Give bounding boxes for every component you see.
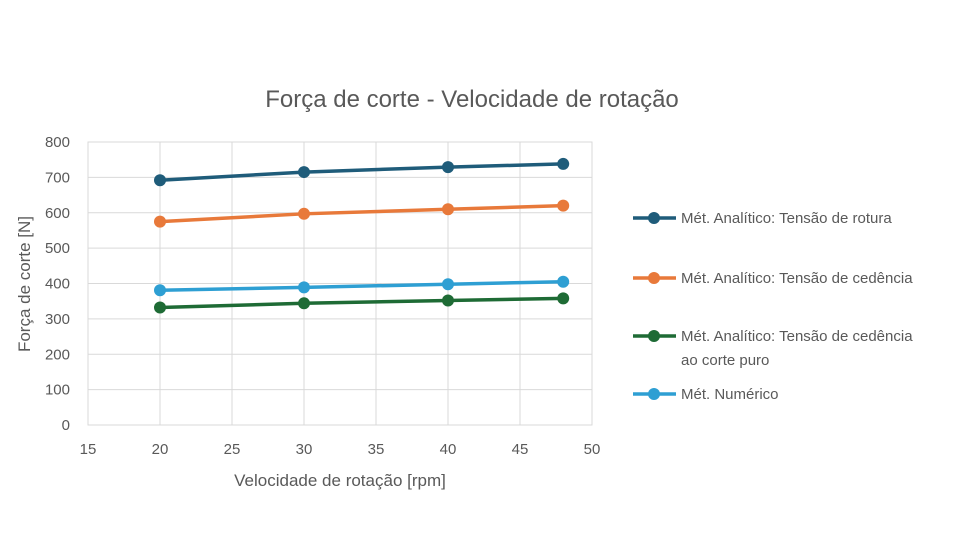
x-tick-label: 45 — [512, 441, 529, 458]
x-tick-label: 50 — [584, 441, 601, 458]
legend-label: Mét. Analítico: Tensão de cedência — [681, 270, 913, 287]
x-tick-label: 15 — [80, 441, 97, 458]
y-tick-label: 800 — [45, 134, 70, 151]
legend-label: Mét. Numérico — [681, 386, 779, 403]
x-tick-label: 40 — [440, 441, 457, 458]
y-tick-label: 600 — [45, 205, 70, 222]
series-3 — [154, 292, 570, 314]
legend-marker — [648, 272, 660, 284]
series-line — [159, 162, 564, 182]
legend-item: Mét. Numérico — [633, 386, 779, 403]
data-point — [298, 297, 310, 310]
series-line — [159, 296, 564, 310]
series-2 — [154, 199, 570, 228]
data-point — [442, 203, 454, 216]
legend-marker — [648, 330, 660, 342]
legend-marker — [648, 212, 660, 224]
data-point — [442, 161, 454, 174]
data-point — [154, 215, 166, 228]
x-axis-ticks: 15 20 25 30 35 40 45 50 — [80, 441, 601, 458]
data-point — [298, 166, 310, 179]
x-axis-title: Velocidade de rotação [rpm] — [234, 471, 446, 490]
chart-title: Força de corte - Velocidade de rotação — [265, 86, 679, 113]
y-tick-label: 200 — [45, 346, 70, 363]
data-point — [557, 292, 570, 305]
data-point — [442, 278, 454, 291]
y-axis-title: Força de corte [N] — [15, 216, 34, 352]
data-point — [557, 199, 570, 212]
legend: Mét. Analítico: Tensão de rotura Mét. Ana… — [633, 210, 913, 403]
y-tick-label: 500 — [45, 240, 70, 257]
data-point — [298, 207, 310, 220]
y-tick-label: 400 — [45, 276, 70, 293]
data-point — [154, 301, 166, 314]
series-line — [159, 279, 564, 292]
y-tick-label: 0 — [62, 417, 70, 434]
data-point — [298, 281, 310, 294]
series-4 — [154, 275, 570, 297]
data-point — [442, 294, 454, 307]
y-tick-label: 100 — [45, 382, 70, 399]
y-tick-label: 300 — [45, 311, 70, 328]
legend-label: Mét. Analítico: Tensão de cedência ao cor… — [681, 328, 913, 369]
legend-label: Mét. Analítico: Tensão de rotura — [681, 210, 892, 227]
y-tick-label: 700 — [45, 169, 70, 186]
series-line — [159, 203, 564, 224]
data-point — [154, 174, 166, 187]
x-tick-label: 20 — [152, 441, 169, 458]
series-1 — [154, 157, 570, 187]
legend-marker — [648, 388, 660, 400]
x-tick-label: 30 — [296, 441, 313, 458]
data-point — [557, 157, 570, 170]
series — [154, 157, 570, 314]
x-tick-label: 35 — [368, 441, 385, 458]
legend-item: Mét. Analítico: Tensão de rotura — [633, 210, 892, 227]
plot-area — [87, 141, 593, 426]
x-tick-label: 25 — [224, 441, 241, 458]
y-axis-ticks: 0 100 200 300 400 500 600 700 800 — [45, 134, 70, 434]
legend-item: Mét. Analítico: Tensão de cedência — [633, 270, 913, 287]
data-point — [154, 284, 166, 297]
data-point — [557, 275, 570, 288]
legend-item: Mét. Analítico: Tensão de cedência ao cor… — [633, 328, 913, 369]
